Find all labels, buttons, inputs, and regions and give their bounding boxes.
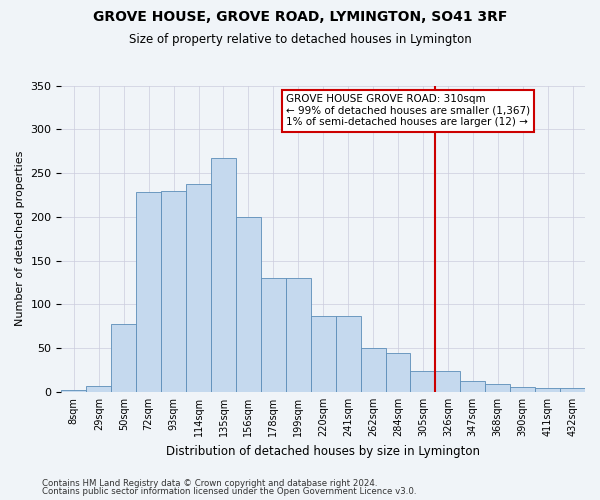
Bar bbox=[535, 388, 560, 392]
Bar bbox=[311, 316, 335, 392]
Bar bbox=[211, 158, 236, 392]
Bar bbox=[436, 371, 460, 392]
Bar bbox=[510, 386, 535, 392]
Text: GROVE HOUSE GROVE ROAD: 310sqm
← 99% of detached houses are smaller (1,367)
1% o: GROVE HOUSE GROVE ROAD: 310sqm ← 99% of … bbox=[286, 94, 530, 128]
Bar bbox=[286, 278, 311, 392]
Bar bbox=[86, 386, 111, 392]
Bar bbox=[485, 384, 510, 392]
Bar bbox=[261, 278, 286, 392]
Bar bbox=[61, 390, 86, 392]
Bar bbox=[161, 190, 186, 392]
Bar bbox=[410, 371, 436, 392]
Bar bbox=[186, 184, 211, 392]
Bar bbox=[460, 382, 485, 392]
Bar bbox=[111, 324, 136, 392]
Y-axis label: Number of detached properties: Number of detached properties bbox=[15, 151, 25, 326]
Text: Contains public sector information licensed under the Open Government Licence v3: Contains public sector information licen… bbox=[42, 487, 416, 496]
Text: GROVE HOUSE, GROVE ROAD, LYMINGTON, SO41 3RF: GROVE HOUSE, GROVE ROAD, LYMINGTON, SO41… bbox=[93, 10, 507, 24]
Bar bbox=[236, 217, 261, 392]
Bar bbox=[335, 316, 361, 392]
Bar bbox=[560, 388, 585, 392]
Bar bbox=[386, 352, 410, 392]
Bar bbox=[361, 348, 386, 392]
Bar bbox=[136, 192, 161, 392]
Text: Contains HM Land Registry data © Crown copyright and database right 2024.: Contains HM Land Registry data © Crown c… bbox=[42, 478, 377, 488]
X-axis label: Distribution of detached houses by size in Lymington: Distribution of detached houses by size … bbox=[166, 444, 480, 458]
Text: Size of property relative to detached houses in Lymington: Size of property relative to detached ho… bbox=[128, 32, 472, 46]
